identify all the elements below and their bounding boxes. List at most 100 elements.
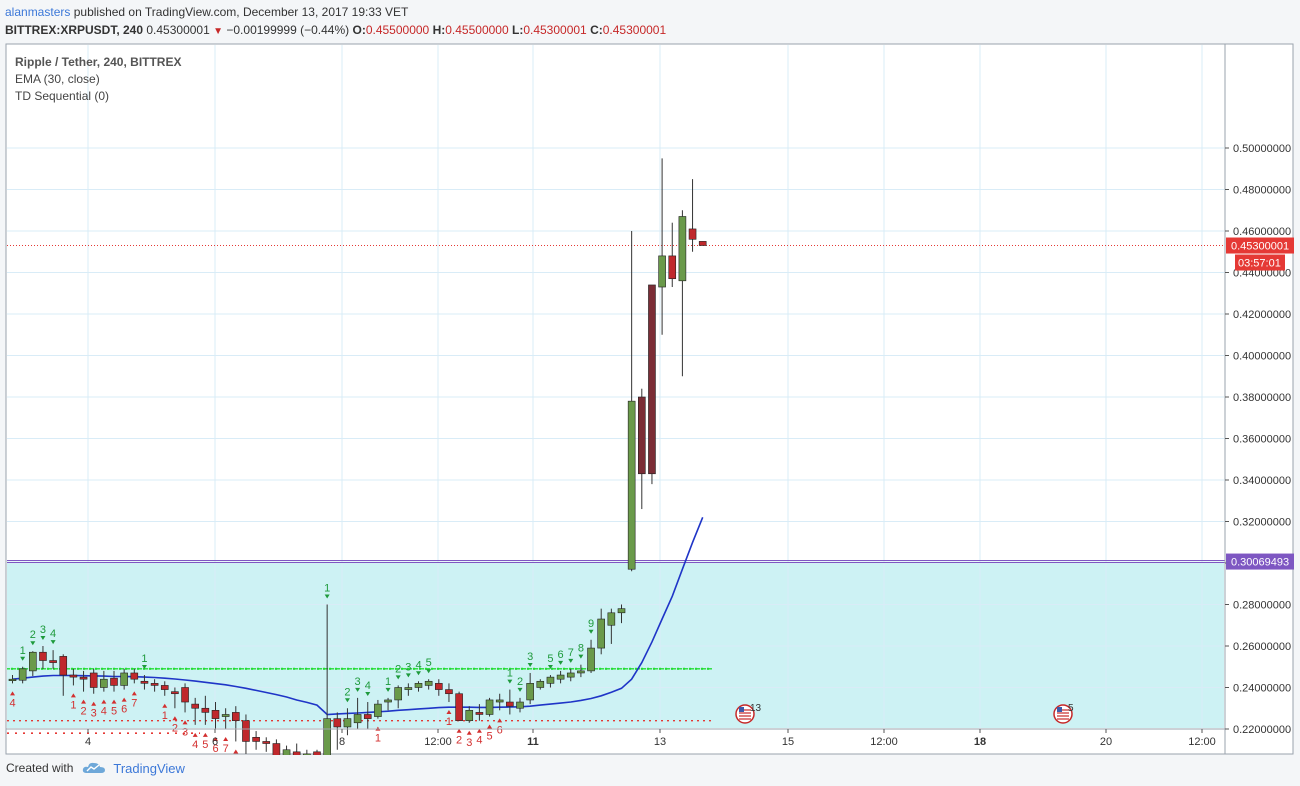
td-dot [82,667,86,671]
candle[interactable] [363,702,372,729]
candle[interactable] [69,668,78,686]
candle[interactable] [39,646,47,669]
candle[interactable] [698,241,707,246]
candle[interactable] [394,685,403,709]
candle[interactable] [303,749,311,755]
candle[interactable] [140,675,149,690]
candle[interactable] [282,745,291,755]
candle[interactable] [28,651,37,677]
td-dot [394,667,398,671]
td-dot [280,667,284,671]
down-triangle-icon: ▼ [213,26,224,37]
candle[interactable] [120,668,128,690]
candle[interactable] [577,664,585,678]
legend-td[interactable]: TD Sequential (0) [15,89,110,103]
author-link[interactable]: alanmasters [5,5,71,19]
candle[interactable] [8,675,17,684]
candle[interactable] [455,691,463,721]
economic-events[interactable]: 13 5 [735,703,1074,724]
candle[interactable] [150,679,159,692]
td-dot [616,667,620,671]
candle[interactable] [414,681,423,692]
candle[interactable] [272,739,281,755]
time-scale[interactable]: 4 6 8 12:00 11 13 15 12:00 18 20 12:00 [85,729,1216,748]
level-badge-text: 0.30069493 [1231,557,1289,569]
td-dot [622,667,626,671]
candle[interactable] [181,683,189,713]
candle[interactable] [232,706,240,742]
td-count-label: 1 [324,583,330,595]
candle[interactable] [160,681,169,696]
candle[interactable] [566,668,575,682]
chart-legend: Ripple / Tether, 240, BITTREX EMA (30, c… [15,54,181,105]
candle[interactable] [79,670,88,692]
candle[interactable] [333,712,342,750]
candle[interactable] [252,731,260,750]
candle[interactable] [49,650,57,669]
candle[interactable] [353,697,362,729]
candle[interactable] [648,284,656,485]
td-dot [358,667,362,671]
candle[interactable] [404,683,413,696]
candle[interactable] [343,708,352,736]
candle[interactable] [434,679,443,696]
candle[interactable] [89,668,98,694]
candle[interactable] [526,672,534,705]
last-price: 0.45300001 [146,23,210,37]
candle[interactable] [59,654,68,696]
candle-body [262,741,271,744]
candle[interactable] [130,668,139,684]
candle[interactable] [658,158,666,335]
candle[interactable] [445,683,453,703]
candle[interactable] [374,699,382,719]
symbol-name[interactable]: BITTREX:XRPUSDT, 240 [5,23,144,37]
candle[interactable] [536,679,545,690]
candle[interactable] [100,670,108,692]
candle[interactable] [384,697,392,711]
economic-event[interactable]: 13 [735,703,762,724]
candle[interactable] [587,639,595,673]
candle[interactable] [495,693,504,711]
candle[interactable] [556,670,565,684]
candle[interactable] [110,670,118,692]
economic-event[interactable]: 5 [1053,703,1074,724]
candle[interactable] [18,666,27,684]
candle[interactable] [668,222,677,288]
candle[interactable] [597,608,606,655]
td-sell-count: 6 [121,697,127,716]
candle[interactable] [475,704,484,721]
candle[interactable] [201,695,210,725]
candle[interactable] [546,675,555,688]
price-scale[interactable]: 0.500000000.480000000.460000000.44000000… [1225,143,1291,755]
candle-body [232,712,240,722]
candles[interactable] [8,158,707,756]
candle[interactable] [211,702,220,729]
legend-ema[interactable]: EMA (30, close) [15,72,100,86]
candle[interactable] [313,749,321,755]
candle[interactable] [221,708,230,729]
candle[interactable] [617,604,626,624]
candle[interactable] [627,231,636,572]
candle[interactable] [262,737,271,752]
candle[interactable] [323,604,331,756]
td-count-label: 2 [395,663,401,675]
td-dot [106,667,110,671]
candle[interactable] [242,714,250,754]
td-count-label: 5 [202,739,208,751]
candle[interactable] [506,689,514,715]
candle[interactable] [171,687,179,709]
tradingview-link[interactable]: TradingView [113,760,185,776]
candle[interactable] [688,179,697,252]
price-chart[interactable]: 1234123412345123567891412345671234567891… [0,40,1300,755]
candle[interactable] [424,679,433,690]
candle[interactable] [292,743,301,755]
symbol-info-line: BITTREX:XRPUSDT, 240 0.45300001 ▼ −0.001… [5,23,666,37]
candle[interactable] [637,388,646,510]
candle[interactable] [607,608,616,644]
candle[interactable] [678,210,687,377]
candle[interactable] [465,706,474,723]
candle[interactable] [191,697,199,725]
candle[interactable] [516,697,524,713]
legend-title[interactable]: Ripple / Tether, 240, BITTREX [15,55,182,69]
candle[interactable] [485,697,494,717]
